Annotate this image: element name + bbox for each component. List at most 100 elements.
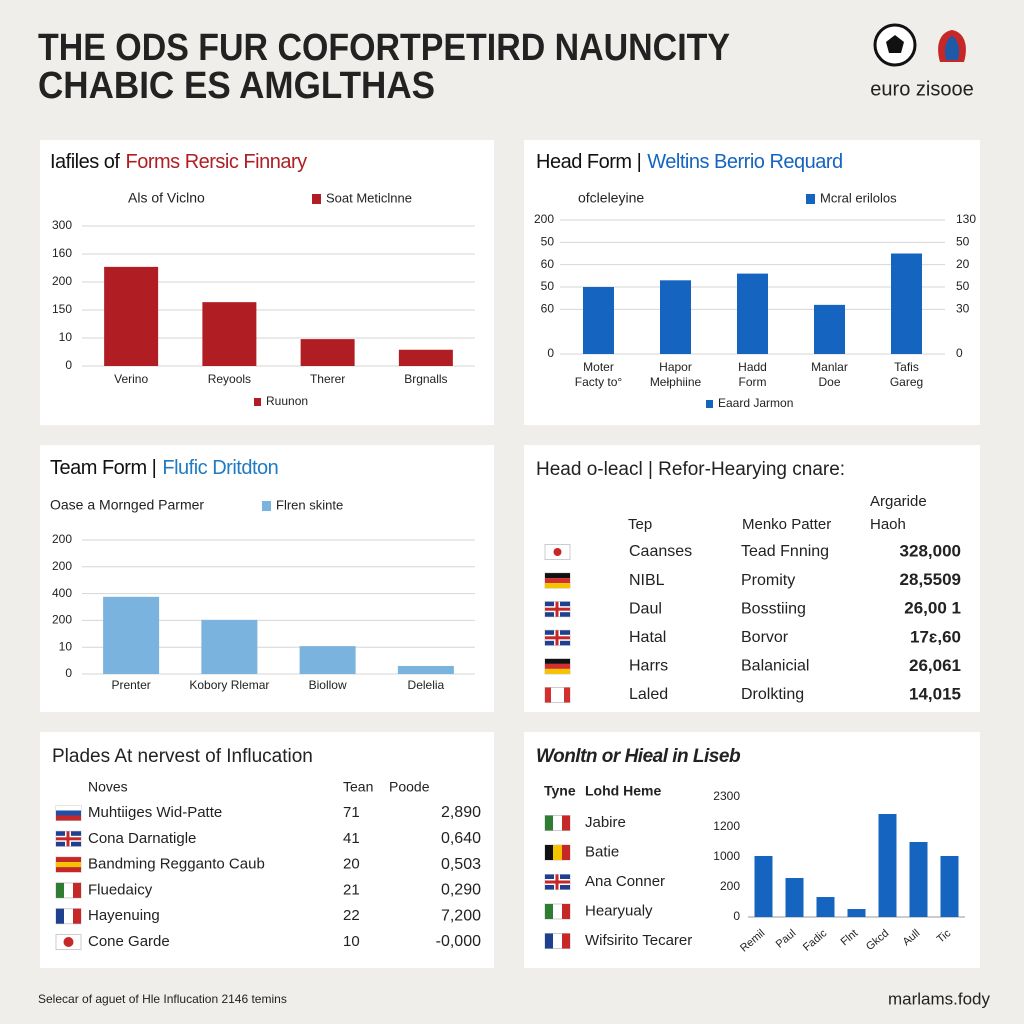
y2-tick-label: 50 [956, 279, 970, 293]
y-tick-label: 50 [541, 235, 555, 249]
bar [814, 304, 845, 354]
table-cell: 22 [343, 907, 360, 924]
table-cell: Ana Conner [585, 873, 665, 890]
table-cell: Tead Fnning [741, 543, 829, 560]
table-cell: 41 [343, 830, 360, 847]
y-tick-label: 1200 [713, 819, 740, 833]
bar [878, 813, 897, 917]
flag [544, 815, 571, 831]
flag-part [545, 607, 570, 611]
y-tick-label: 150 [52, 302, 72, 316]
flag-part [564, 687, 570, 703]
table-cell: NIBL [629, 572, 665, 589]
chart-subtitle: Oase a Mornged Parmer [50, 497, 204, 513]
legend-label: Flren skinte [276, 497, 343, 512]
flag-part [545, 933, 553, 949]
x-tick-label: Doe [818, 375, 840, 389]
flag-part [545, 583, 570, 589]
flag-part [56, 867, 81, 873]
flag-part [56, 837, 81, 841]
flag-part [56, 810, 81, 816]
y-tick-label: 60 [541, 302, 555, 316]
table-cell: Balanicial [741, 658, 809, 675]
chart-subtitle: Als of Viclno [128, 190, 205, 206]
table-header: Argaride [870, 493, 927, 510]
panel [524, 732, 980, 968]
x-tick-label: Manlar [811, 360, 848, 374]
x-tick-label: Tafis [894, 360, 919, 374]
y2-tick-label: 30 [956, 302, 970, 316]
table-cell: 14,015 [909, 684, 961, 703]
flag-part [553, 548, 562, 556]
panel [524, 445, 980, 712]
table-cell: Promity [741, 572, 795, 589]
bar [201, 619, 258, 674]
flag-part [56, 815, 81, 821]
x-tick-label: Gareg [890, 375, 923, 389]
y-tick-label: 0 [547, 346, 554, 360]
table-cell: 26,061 [909, 656, 961, 675]
bar [299, 646, 356, 674]
x-tick-label: Delelia [408, 678, 445, 692]
flag-part [545, 687, 551, 703]
y-tick-label: 200 [52, 274, 72, 288]
y-tick-label: 200 [52, 532, 72, 546]
flag [544, 933, 571, 949]
table-cell: Muhtiiges Wid-Patte [88, 804, 222, 821]
bar [103, 596, 160, 674]
y-tick-label: 200 [52, 613, 72, 627]
x-tick-label: Prenter [111, 678, 150, 692]
bar [891, 253, 922, 354]
flag-part [562, 815, 570, 831]
table-header: Lohd Heme [585, 783, 661, 799]
flag-part [545, 904, 553, 919]
y-tick-label: 2300 [713, 789, 740, 803]
flag [544, 874, 571, 890]
chart-subtitle: ofcleleyine [578, 190, 644, 206]
table-cell: Bandming Regganto Caub [88, 856, 265, 873]
logo-text: euro zisooe [870, 78, 973, 100]
flag-part [562, 845, 570, 860]
y-tick-label: 1000 [713, 849, 740, 863]
table-header: Tep [628, 516, 652, 533]
x-tick-label: Biollow [309, 678, 347, 692]
page-title: CHABIC ES AMGLTHAS [38, 65, 435, 107]
chart-title-part: Team Form | [50, 457, 156, 479]
flag [544, 844, 571, 861]
table-cell: 0,640 [441, 830, 481, 847]
y2-tick-label: 50 [956, 235, 970, 249]
flag-part [562, 904, 570, 919]
table-cell: Caanses [629, 543, 692, 560]
table-cell: Cona Darnatigle [88, 830, 196, 847]
flag-part [545, 658, 570, 664]
flag [544, 601, 571, 618]
table-title: Plades At nervest of Influcation [52, 746, 313, 767]
logo-emblem [944, 36, 960, 60]
table-cell: Cone Garde [88, 933, 170, 950]
table-title: Head o-leacl | Refor-Hearying cnare: [536, 459, 845, 480]
flag-part [545, 845, 553, 860]
bar [583, 287, 614, 354]
flag-part [545, 880, 570, 884]
table-cell: Harrs [629, 658, 668, 675]
flag-part [56, 805, 81, 811]
table-cell: Laled [629, 686, 668, 703]
footer-brand: marlams.fody [888, 989, 991, 1008]
y-tick-label: 0 [65, 666, 72, 680]
table-cell: 17ɛ,60 [910, 627, 961, 646]
chart-title-highlight: Weltins Berrio Requard [647, 151, 842, 173]
y-tick-label: 0 [733, 909, 740, 923]
table-header: Haoh [870, 516, 906, 533]
x-tick-label: Verino [114, 372, 148, 386]
chart-note: Eaard Jarmon [718, 396, 793, 410]
flag-part [56, 862, 81, 868]
table-cell: Wifsirito Tecarer [585, 932, 692, 949]
page-title: THE ODS FUR COFORTPETIRD NAUNCITY [38, 27, 730, 69]
bar [940, 855, 959, 917]
table-header: Tyne [544, 783, 576, 799]
y-tick-label: 10 [59, 330, 73, 344]
table-cell: Borvor [741, 629, 789, 646]
table-cell: 10 [343, 933, 360, 950]
